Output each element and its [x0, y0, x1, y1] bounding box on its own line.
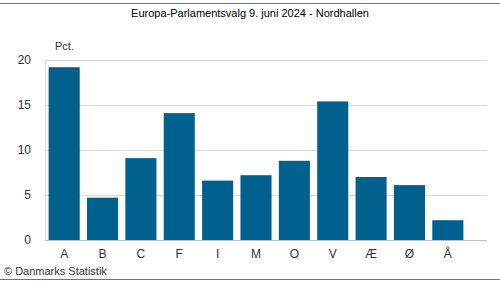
- y-tick-label: 15: [18, 98, 32, 112]
- x-tick: A: [60, 240, 68, 261]
- y-axis-title: Pct.: [55, 40, 74, 52]
- bar: [432, 220, 463, 240]
- x-tick: Æ: [365, 240, 377, 261]
- chart: Europa-Parlamentsvalg 9. juni 2024 - Nor…: [0, 0, 500, 282]
- y-tick: 0: [24, 233, 45, 247]
- x-tick: Ø: [405, 240, 414, 261]
- frame-line: [0, 3, 500, 4]
- frame-line: [0, 279, 500, 280]
- bar: [49, 67, 80, 240]
- y-axis-line: [45, 61, 46, 241]
- source: © Danmarks Statistik: [4, 265, 107, 277]
- x-axis-line: [45, 240, 487, 241]
- x-tick-label: F: [176, 247, 183, 261]
- x-tick-label: C: [137, 247, 146, 261]
- grid-line: [45, 150, 487, 151]
- x-tick-label: B: [99, 247, 107, 261]
- x-tick: C: [137, 240, 146, 261]
- bars: [49, 67, 464, 240]
- title: Europa-Parlamentsvalg 9. juni 2024 - Nor…: [131, 7, 369, 19]
- bar: [240, 175, 271, 240]
- x-tick: Å: [444, 240, 452, 261]
- y-tick: 10: [18, 143, 45, 157]
- x-tick-label: I: [216, 247, 219, 261]
- grid-line: [45, 240, 487, 241]
- y-tick: 5: [24, 188, 45, 202]
- x-tick: F: [176, 240, 183, 261]
- x-tick-label: Æ: [365, 247, 377, 261]
- bar: [125, 158, 156, 240]
- y-tick-label: 5: [24, 188, 31, 202]
- y-tick-label: 0: [24, 233, 31, 247]
- x-tick-label: Å: [444, 246, 452, 261]
- bar: [394, 185, 425, 240]
- y-tick: 15: [18, 98, 45, 112]
- x-tick: O: [290, 240, 299, 261]
- bar: [164, 113, 195, 240]
- x-tick: I: [216, 240, 219, 261]
- x-tick: V: [329, 240, 337, 261]
- y-tick: 20: [18, 53, 45, 67]
- y-axis: 0 5 10 15 20: [18, 53, 46, 247]
- grid-line: [45, 60, 487, 61]
- x-tick-label: V: [329, 247, 337, 261]
- x-tick-label: O: [290, 247, 299, 261]
- y-tick-label: 20: [18, 53, 32, 67]
- bar: [279, 161, 310, 240]
- x-tick: B: [99, 240, 107, 261]
- bar: [87, 198, 118, 240]
- x-tick-label: Ø: [405, 247, 414, 261]
- bar: [356, 177, 387, 240]
- x-tick-label: M: [251, 247, 261, 261]
- x-tick: M: [251, 240, 261, 261]
- y-tick-label: 10: [18, 143, 32, 157]
- x-axis: ABCFIMOVÆØÅ: [45, 240, 487, 261]
- grid-line: [45, 105, 487, 106]
- bar: [202, 181, 233, 240]
- grid: [45, 61, 487, 241]
- bar: [317, 101, 348, 240]
- x-tick-label: A: [60, 247, 68, 261]
